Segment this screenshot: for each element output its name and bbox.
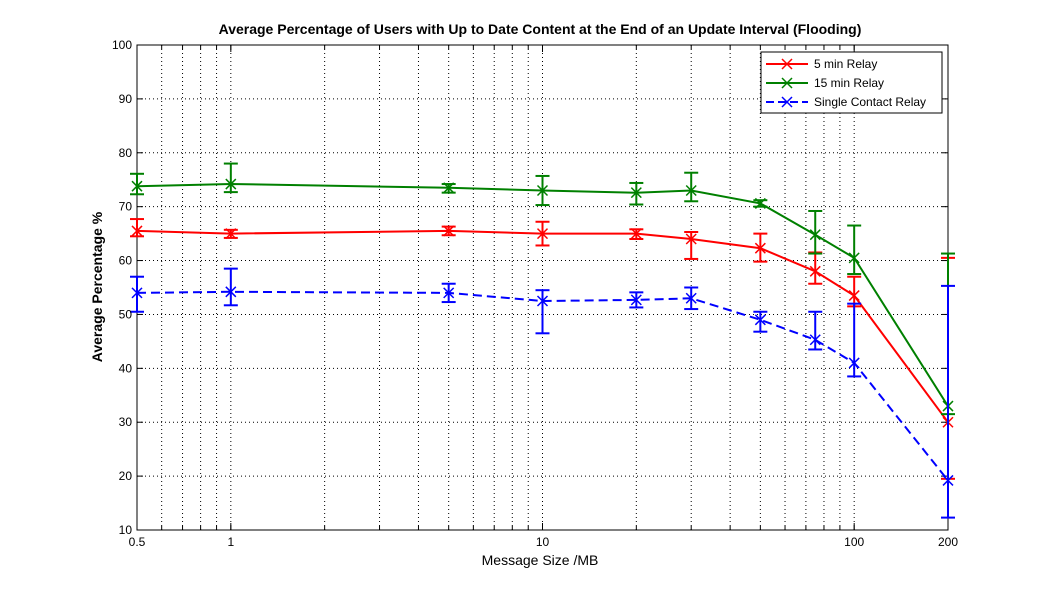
legend-label: 5 min Relay: [814, 57, 877, 71]
tick-labels: 0.5 1 10 100 200 10 20 30 40 50 60 70 80 90 100: [112, 38, 958, 549]
data-point-marker: [536, 295, 549, 307]
data-point-marker: [630, 228, 642, 240]
data-point-marker: [809, 334, 821, 346]
data-point-marker: [754, 197, 766, 209]
legend-entry: Single Contact Relay: [766, 95, 926, 109]
data-point-marker: [685, 184, 697, 197]
series-line: [136, 229, 949, 423]
y-tick-label: 80: [119, 146, 133, 160]
x-tick-label: 200: [938, 535, 958, 549]
data-point-marker: [225, 228, 237, 240]
y-axis-label: Average Percentage %: [89, 211, 105, 362]
series-line: [136, 290, 949, 482]
data-point-marker: [131, 287, 143, 299]
y-tick-label: 100: [112, 38, 132, 52]
data-point-marker: [131, 225, 143, 237]
data-point-marker: [848, 252, 860, 264]
y-tick-label: 60: [119, 254, 133, 268]
y-tick-label: 50: [119, 307, 133, 321]
y-tick-label: 90: [119, 92, 133, 106]
data-point-marker: [443, 225, 455, 237]
x-axis-label: Message Size /MB: [482, 552, 599, 568]
x-tick-label: 0.5: [129, 535, 146, 549]
data-point-marker: [754, 242, 766, 254]
legend: 5 min Relay 15 min Relay Single Contact Re…: [760, 51, 943, 114]
data-point-marker: [754, 314, 766, 326]
legend-marker: [781, 96, 793, 108]
data-point-marker: [225, 286, 237, 298]
data-point-marker: [848, 290, 860, 302]
data-point-marker: [685, 292, 697, 304]
y-tick-label: 30: [119, 415, 133, 429]
x-tick-label: 100: [844, 535, 864, 549]
y-tick-label: 70: [119, 200, 133, 214]
data-point-marker: [443, 182, 455, 194]
chart-title: Average Percentage of Users with Up to D…: [219, 21, 862, 37]
data-point-marker: [443, 287, 455, 299]
data-point-marker: [536, 184, 549, 197]
data-point-marker: [630, 294, 642, 306]
data-point-marker: [536, 228, 549, 240]
data-point-marker: [685, 233, 697, 245]
series-2: [130, 267, 955, 519]
data-point-marker: [809, 265, 821, 277]
legend-entry: 5 min Relay: [766, 57, 877, 71]
series-line: [136, 182, 949, 407]
legend-marker: [781, 77, 793, 89]
series: [130, 162, 955, 519]
x-tick-label: 10: [536, 535, 550, 549]
data-point-marker: [942, 474, 954, 486]
legend-entries: 5 min Relay 15 min Relay Single Contact Re…: [766, 57, 926, 109]
y-tick-label: 10: [119, 523, 133, 537]
legend-label: Single Contact Relay: [814, 95, 926, 109]
legend-label: 15 min Relay: [814, 76, 884, 90]
series-1: [130, 162, 955, 416]
data-point-marker: [131, 180, 143, 192]
y-tick-label: 40: [119, 361, 133, 375]
data-point-marker: [630, 187, 642, 199]
legend-marker: [781, 58, 793, 70]
grid: [137, 45, 948, 530]
x-tick-label: 1: [227, 535, 234, 549]
series-0: [130, 218, 955, 480]
data-point-marker: [848, 357, 860, 369]
data-point-marker: [809, 229, 821, 241]
legend-entry: 15 min Relay: [766, 76, 884, 90]
y-tick-label: 20: [119, 469, 133, 483]
data-point-marker: [225, 178, 237, 190]
